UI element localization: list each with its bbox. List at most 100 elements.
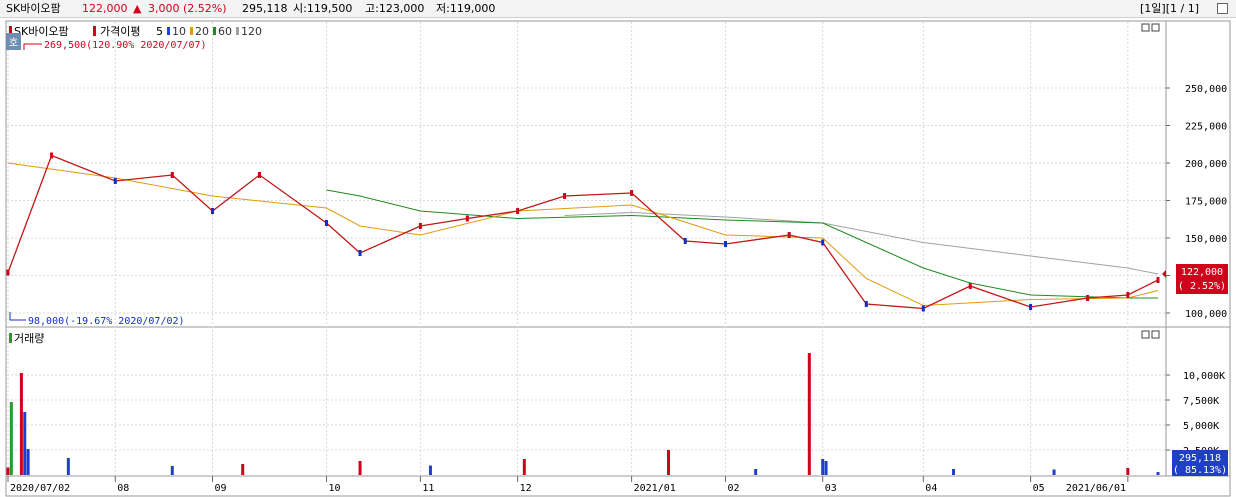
ma-legend-item: 120 [241, 25, 262, 38]
ma-60-line [326, 189, 1158, 299]
high-annotation: 269,500(120.90% 2020/07/07) [44, 40, 207, 51]
volume-bar [170, 466, 174, 475]
date-tick-label: 11 [422, 483, 434, 494]
price-tick-label: 100,000 [1185, 309, 1227, 320]
date-tick-label: 04 [925, 483, 937, 494]
ma-legend: 5 10 20 60 120 [156, 25, 262, 38]
date-tick-label: 05 [1033, 483, 1045, 494]
marker-label: 호 [9, 37, 18, 49]
price-point [821, 239, 825, 246]
low-annotation-pointer [9, 312, 26, 321]
volume-bar [6, 467, 10, 475]
date-tick-label: 2020/07/02 [10, 483, 70, 494]
legend-swatch-ma [93, 26, 96, 36]
volume-bar [824, 461, 828, 475]
volume-bar [358, 461, 362, 475]
price-point [113, 178, 117, 184]
price-tick-label: 150,000 [1185, 234, 1227, 245]
last-ratio-label: ( 85.13%) [1173, 465, 1227, 476]
up-arrow-icon: ▲ [133, 2, 142, 15]
last-volume-label: 295,118 [1179, 453, 1221, 464]
volume-close-button[interactable] [1151, 330, 1160, 339]
ma-legend-swatch [190, 27, 193, 35]
price-point [864, 301, 868, 307]
ma-legend-item: 20 [195, 25, 209, 38]
volume-bar [1126, 468, 1130, 475]
price-point [465, 215, 469, 222]
price-point [211, 208, 215, 214]
volume-tick-label: 5,000K [1183, 421, 1219, 432]
price-point [1029, 304, 1033, 310]
volume-bar [26, 449, 30, 475]
date-tick-label: 02 [727, 483, 739, 494]
date-tick-label: 12 [520, 483, 532, 494]
last-volume-box [1172, 450, 1228, 476]
marker-badge[interactable] [6, 33, 21, 50]
high-price: 고:123,000 [365, 2, 425, 15]
price-point [630, 190, 634, 196]
stock-name: SK바이오팜 [6, 2, 61, 15]
volume-tick-label: 7,500K [1183, 396, 1219, 407]
panel-maximize-button[interactable] [1141, 23, 1150, 32]
date-tick-label: 03 [825, 483, 837, 494]
moving-average-lines [7, 162, 1159, 307]
volume-bars [6, 353, 1160, 475]
volume-maximize-button[interactable] [1141, 330, 1150, 339]
last-price-label: 122,000 [1181, 267, 1223, 278]
price-point [1156, 277, 1160, 283]
ma-legend-item: 60 [218, 25, 232, 38]
price-point [1126, 292, 1130, 298]
volume-gridlines [7, 374, 1166, 451]
price-point [723, 241, 727, 247]
price-point [787, 232, 791, 238]
price-point [418, 223, 422, 229]
open-price: 시:119,500 [293, 2, 353, 15]
price-tick-label: 250,000 [1185, 84, 1227, 95]
price-point [968, 283, 972, 289]
price-point [683, 238, 687, 244]
volume-legend: 거래량 [14, 332, 44, 345]
legend-ma-label: 가격이평 [100, 25, 140, 38]
price-point [358, 250, 362, 256]
volume-bar [23, 412, 27, 475]
current-price: 122,000 [82, 2, 128, 15]
volume-bar [1052, 469, 1056, 475]
low-price: 저:119,000 [436, 2, 496, 15]
last-change-label: ( 2.52%) [1178, 281, 1226, 292]
volume-bar [754, 469, 758, 475]
volume-bar [428, 465, 432, 475]
date-tick-label: 2021/06/01 [1066, 483, 1126, 494]
price-tick-label: 225,000 [1185, 122, 1227, 133]
volume-bar [1156, 472, 1160, 475]
price-tick-label: 175,000 [1185, 197, 1227, 208]
ma-legend-swatch [236, 27, 239, 35]
legend-swatch-volume [9, 333, 12, 343]
ma-20-line [7, 162, 1159, 307]
ma-120-line [564, 211, 1159, 275]
ma-legend-item: 10 [172, 25, 186, 38]
price-point [516, 208, 520, 214]
last-price-box [1176, 264, 1228, 294]
chart-frame [5, 20, 1231, 497]
period-selector[interactable]: [1일][1 / 1] [1140, 2, 1199, 15]
trade-volume: 295,118 [242, 2, 288, 15]
date-tick-label: 09 [215, 483, 227, 494]
volume-bar [666, 450, 670, 475]
volume-bar [821, 459, 825, 475]
price-point [1086, 295, 1090, 301]
panel-close-button[interactable] [1151, 23, 1160, 32]
price-point [50, 152, 54, 159]
price-point [921, 305, 925, 312]
info-bar: SK바이오팜 122,000 ▲ 3,000 (2.52%) 295,118 시… [0, 0, 1236, 18]
date-tick-label: 2021/01 [634, 483, 676, 494]
date-x-axis: 2020/07/02 08 09 10 11 12 2021/01 02 03 04 05 2021/… [7, 22, 1129, 494]
low-annotation: 98,000(-19.67% 2020/07/02) [28, 316, 185, 327]
price-point [257, 172, 261, 178]
legend-swatch-price [9, 26, 12, 36]
volume-bar [951, 469, 955, 475]
date-tick-label: 10 [329, 483, 341, 494]
volume-bar [522, 459, 526, 475]
window-button[interactable] [1217, 3, 1228, 14]
volume-bar [66, 458, 70, 475]
